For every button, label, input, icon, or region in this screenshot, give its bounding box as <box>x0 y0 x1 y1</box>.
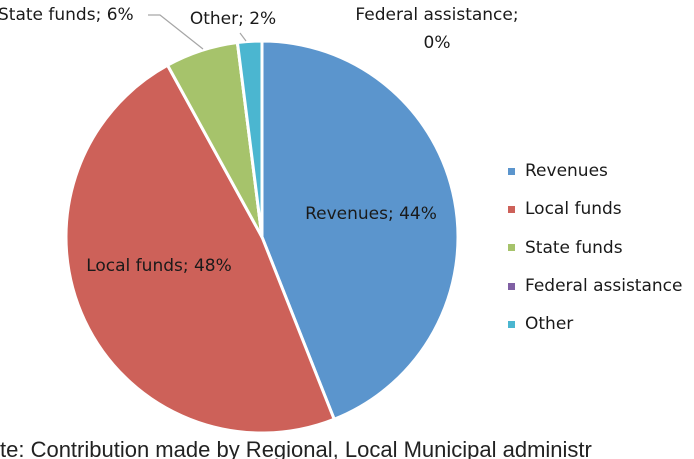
pie-slice-revenues <box>260 39 460 421</box>
legend-swatch-other <box>508 320 515 328</box>
pie-slice-local-funds <box>64 63 336 435</box>
legend-item-state-funds: State funds <box>508 229 682 267</box>
other-data-label: Other; 2% <box>190 9 276 29</box>
legend-item-other: Other <box>508 305 682 343</box>
federal-assistance-data-label-line2: 0% <box>424 33 451 53</box>
leader-lines <box>148 14 247 50</box>
state-funds-leader-line <box>148 14 204 50</box>
legend-swatch-state-funds <box>508 244 515 252</box>
legend-label-local-funds: Local funds <box>525 199 622 220</box>
legend-label-other: Other <box>525 314 574 335</box>
data-labels: Revenues; 44% Local funds; 48% State fun… <box>0 5 519 276</box>
local-funds-data-label: Local funds; 48% <box>86 256 232 276</box>
legend: Revenues Local funds State funds Federal… <box>508 152 682 343</box>
pie-chart: Revenues; 44% Local funds; 48% State fun… <box>0 5 519 435</box>
legend-item-local-funds: Local funds <box>508 190 682 228</box>
figure-caption: te: Contribution made by Regional, Local… <box>0 440 592 459</box>
legend-swatch-revenues <box>508 167 515 175</box>
legend-label-federal-assistance: Federal assistance <box>525 276 683 297</box>
other-leader-line <box>239 32 247 42</box>
revenues-data-label: Revenues; 44% <box>305 204 437 224</box>
federal-assistance-data-label-line1: Federal assistance; <box>355 5 518 25</box>
legend-item-federal-assistance: Federal assistance <box>508 267 682 305</box>
legend-swatch-local-funds <box>508 205 515 213</box>
pie-slice-other <box>235 39 264 239</box>
legend-label-revenues: Revenues <box>525 161 608 182</box>
legend-label-state-funds: State funds <box>525 237 623 258</box>
state-funds-data-label: State funds; 6% <box>0 5 134 25</box>
legend-item-revenues: Revenues <box>508 152 682 190</box>
legend-swatch-federal-assistance <box>508 282 515 290</box>
pie-slices <box>64 39 460 435</box>
